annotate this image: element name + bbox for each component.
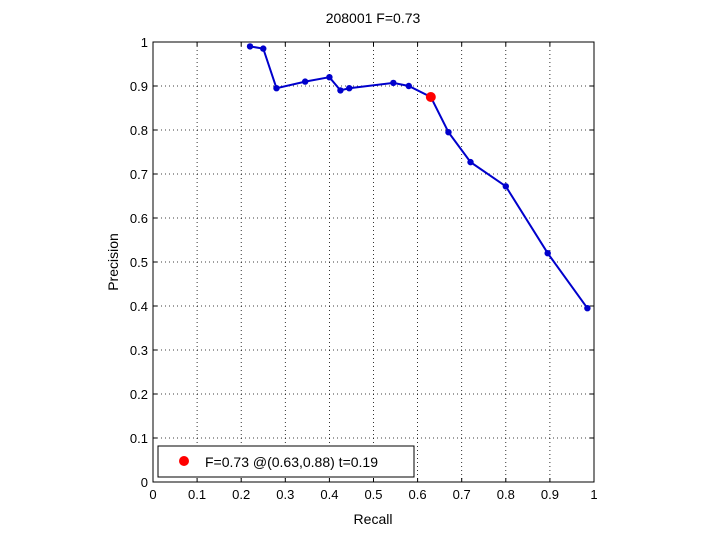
series-point — [390, 79, 397, 87]
series-point — [544, 250, 551, 257]
chart-title: 208001 F=0.73 — [326, 10, 421, 26]
x-axis-label: Recall — [354, 511, 393, 527]
x-tick-label: 0.8 — [497, 487, 515, 502]
series-point — [301, 78, 309, 85]
y-tick-label: 0.9 — [130, 79, 148, 94]
series-point — [326, 74, 333, 81]
y-tick-label: 0.3 — [130, 343, 148, 358]
x-tick-label: 0.4 — [320, 487, 338, 502]
series-point — [246, 43, 254, 50]
series-point — [337, 87, 344, 94]
y-tick-label: 0.1 — [130, 431, 148, 446]
legend-marker-best-f — [179, 456, 189, 466]
y-tick-label: 0.6 — [130, 211, 148, 226]
y-tick-label: 1 — [141, 35, 148, 50]
y-axis-label: Precision — [105, 233, 121, 291]
y-tick-label: 0.2 — [130, 387, 148, 402]
x-tick-label: 0.1 — [188, 487, 206, 502]
x-tick-label: 0.7 — [453, 487, 471, 502]
series-point — [273, 85, 280, 92]
legend-label-best-f: F=0.73 @(0.63,0.88) t=0.19 — [205, 454, 378, 470]
series-point — [584, 305, 591, 312]
series-point — [502, 183, 509, 190]
series-point — [467, 158, 474, 166]
series-point — [260, 45, 267, 52]
legend: F=0.73 @(0.63,0.88) t=0.19 — [157, 445, 415, 478]
series-layer — [246, 43, 591, 312]
x-tick-label: 0.5 — [364, 487, 382, 502]
y-tick-label: 0.8 — [130, 123, 148, 138]
x-tick-label: 0.3 — [276, 487, 294, 502]
x-tick-label: 0.6 — [409, 487, 427, 502]
y-tick-label: 0 — [141, 475, 148, 490]
axis-ticks: 0 0.1 0.2 0.3 0.4 0.5 0.6 0.7 0.8 0.9 1 0 0.1 0.2 0.3 0… — [130, 35, 598, 502]
x-tick-label: 0.9 — [541, 487, 559, 502]
y-tick-label: 0.4 — [130, 299, 148, 314]
series-point — [445, 129, 452, 136]
legend-box — [157, 445, 415, 478]
y-tick-label: 0.5 — [130, 255, 148, 270]
y-tick-label: 0.7 — [130, 167, 148, 182]
x-tick-label: 1 — [590, 487, 597, 502]
plot-frame — [152, 41, 595, 483]
x-tick-label: 0.2 — [232, 487, 250, 502]
series-point — [405, 82, 412, 90]
series-point — [346, 85, 353, 92]
x-tick-label: 0 — [149, 487, 156, 502]
best-f-point — [425, 92, 436, 102]
